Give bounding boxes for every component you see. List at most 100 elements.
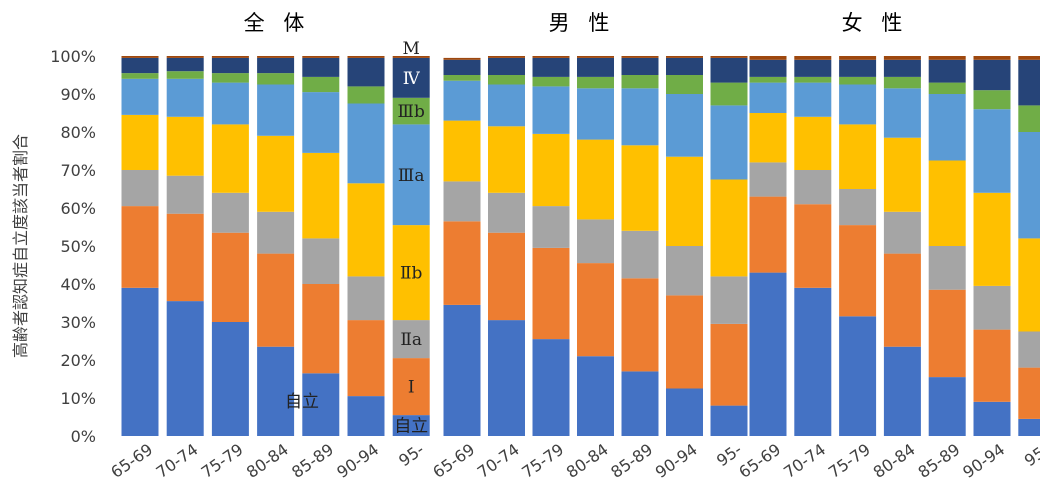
bar-segment bbox=[749, 162, 787, 197]
bar-segment bbox=[1018, 132, 1040, 239]
bar-segment bbox=[302, 152, 340, 239]
bar-segment bbox=[710, 57, 748, 83]
bar-segment bbox=[973, 285, 1011, 330]
group-title: 全 体 bbox=[244, 11, 311, 35]
x-tick-label: 70-74 bbox=[474, 440, 523, 482]
bar-segment bbox=[928, 160, 966, 246]
bar-segment bbox=[710, 105, 748, 180]
bar-segment bbox=[392, 124, 430, 226]
bar-segment bbox=[211, 73, 249, 83]
segment-label: Ⅰ bbox=[408, 378, 415, 398]
bar-segment bbox=[883, 88, 921, 138]
y-tick-label: 50% bbox=[60, 237, 96, 256]
bar-segment bbox=[211, 57, 249, 74]
bar-segment bbox=[710, 323, 748, 406]
x-tick-label: 85-89 bbox=[607, 440, 656, 482]
bar-segment bbox=[883, 253, 921, 347]
bar-segment bbox=[666, 56, 703, 58]
bar-segment bbox=[443, 59, 481, 75]
bar-segment bbox=[532, 247, 570, 340]
x-tick-label: 80-84 bbox=[870, 440, 919, 482]
bar-segment bbox=[347, 86, 385, 104]
segment-label: 自立 bbox=[394, 417, 428, 437]
bar-segment bbox=[666, 75, 703, 94]
x-tick-label: 65-69 bbox=[429, 440, 478, 482]
bar-segment bbox=[532, 57, 570, 77]
bar-segment bbox=[794, 116, 832, 170]
bar-segment bbox=[443, 120, 481, 182]
bar-segment bbox=[392, 57, 430, 98]
bar-segment bbox=[532, 133, 570, 207]
bar-segment bbox=[666, 156, 703, 246]
bar-segment bbox=[121, 73, 159, 79]
bar-segment bbox=[973, 329, 1011, 402]
bar-segment bbox=[392, 358, 430, 416]
bar-segment bbox=[257, 135, 295, 212]
bar-segment bbox=[443, 181, 481, 222]
bar-segment bbox=[883, 137, 921, 212]
group-title: 男 性 bbox=[549, 11, 616, 35]
x-tick-label: 70-74 bbox=[153, 440, 202, 482]
bar-segment bbox=[121, 78, 159, 115]
bar-segment bbox=[392, 225, 430, 321]
bar-segment bbox=[211, 56, 249, 58]
bar-segment bbox=[488, 57, 525, 75]
bar-segment bbox=[621, 371, 659, 436]
bar-segment bbox=[973, 59, 1011, 91]
x-tick-label: 90-94 bbox=[652, 440, 701, 482]
bar-segment bbox=[928, 94, 966, 161]
bar-segment bbox=[839, 316, 877, 436]
x-tick-label: 95- bbox=[1021, 440, 1040, 471]
segment-label: Ⅲa bbox=[398, 166, 425, 186]
bar-segment bbox=[710, 276, 748, 324]
bar-segment bbox=[973, 90, 1011, 110]
bar-segment bbox=[532, 206, 570, 248]
bar-segment bbox=[794, 76, 832, 83]
bar-segment bbox=[392, 97, 430, 125]
bar-segment bbox=[211, 124, 249, 193]
bar-segment bbox=[577, 139, 614, 220]
x-tick-label: 80-84 bbox=[243, 440, 292, 482]
bar-segment bbox=[973, 109, 1011, 193]
bar-segment bbox=[166, 78, 204, 117]
bar-segment bbox=[973, 401, 1011, 436]
bar-segment bbox=[577, 88, 614, 140]
bar-segment bbox=[666, 388, 703, 436]
bar-segment bbox=[749, 196, 787, 273]
bar-segment bbox=[302, 373, 340, 436]
bar-segment bbox=[1018, 238, 1040, 332]
bar-segment bbox=[621, 75, 659, 89]
bar-segment bbox=[883, 56, 921, 60]
bar-segment bbox=[839, 56, 877, 60]
bar-segment bbox=[166, 213, 204, 302]
bar-segment bbox=[347, 396, 385, 436]
bar-segment bbox=[488, 56, 525, 58]
bar-segment bbox=[577, 263, 614, 357]
bar-segment bbox=[749, 59, 787, 77]
x-tick-label: 70-74 bbox=[780, 440, 829, 482]
bar-segment bbox=[794, 82, 832, 117]
bar-segment bbox=[1018, 331, 1040, 368]
bar-segment bbox=[121, 57, 159, 74]
y-tick-label: 90% bbox=[60, 85, 96, 104]
bar-segment bbox=[577, 56, 614, 58]
bar-segment bbox=[392, 415, 430, 436]
bar-segment bbox=[532, 86, 570, 134]
bar-segment bbox=[166, 57, 204, 72]
bar-segment bbox=[839, 59, 877, 77]
bar-segment bbox=[121, 287, 159, 436]
y-tick-label: 70% bbox=[60, 161, 96, 180]
bar-segment bbox=[883, 76, 921, 89]
bar-segment bbox=[794, 59, 832, 77]
y-tick-label: 100% bbox=[50, 47, 96, 66]
x-tick-label: 75-79 bbox=[198, 440, 247, 482]
bar-segment bbox=[532, 76, 570, 87]
bar-segment bbox=[347, 103, 385, 184]
bar-segment bbox=[257, 84, 295, 136]
bar-segment bbox=[532, 339, 570, 436]
bar-segment bbox=[794, 204, 832, 288]
bar-segment bbox=[621, 230, 659, 279]
bar-segment bbox=[621, 145, 659, 231]
x-tick-label: 65-69 bbox=[735, 440, 784, 482]
